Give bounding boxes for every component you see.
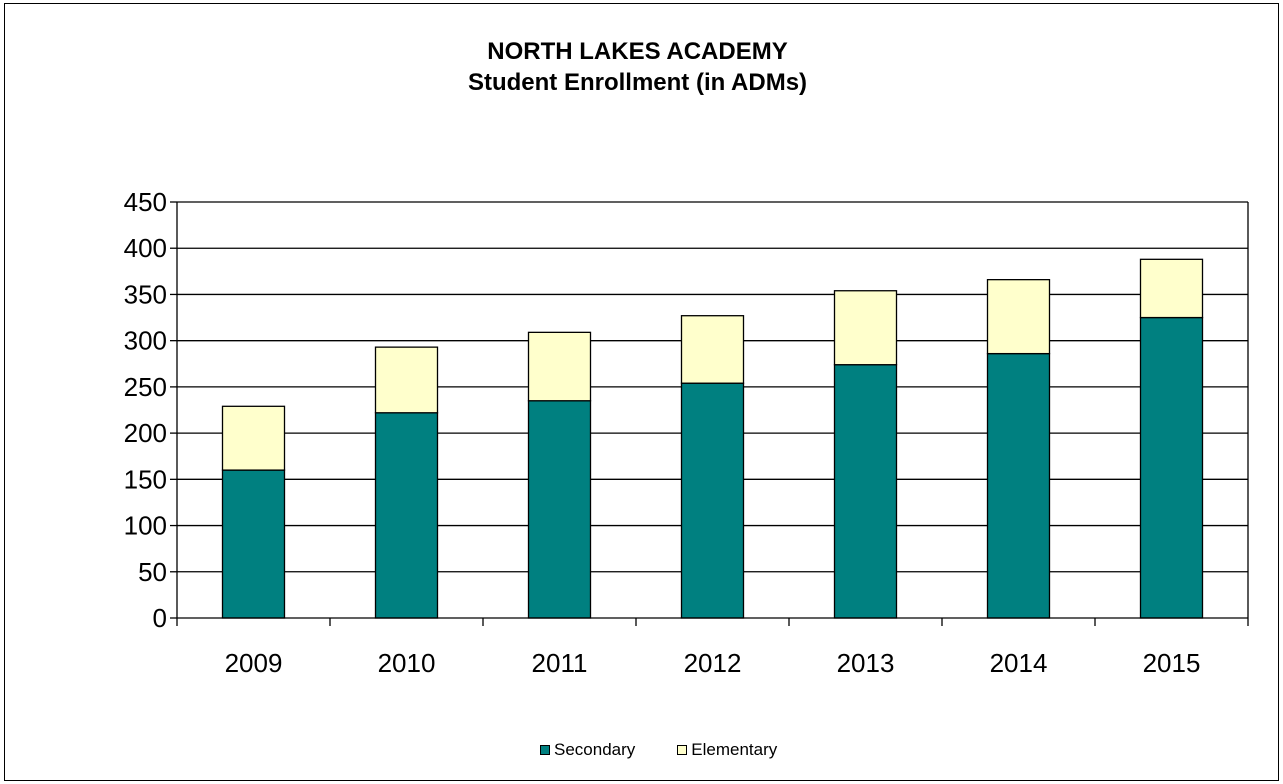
bar-elementary-2012 <box>680 315 745 384</box>
y-tick-label-50: 50 <box>138 557 167 587</box>
x-tick-label-2011: 2011 <box>532 648 588 678</box>
y-tick-label-0: 0 <box>153 603 167 633</box>
y-tick-label-400: 400 <box>124 233 167 263</box>
y-tick-label-250: 250 <box>124 372 167 402</box>
y-tick-label-450: 450 <box>124 187 167 217</box>
legend-swatch-secondary <box>540 745 550 755</box>
legend-label-secondary: Secondary <box>554 740 636 759</box>
y-tick-label-350: 350 <box>124 279 167 309</box>
x-tick-label-2013: 2013 <box>837 648 895 678</box>
legend-item-secondary: Secondary <box>540 740 635 760</box>
bar-secondary-2014 <box>986 352 1051 619</box>
bar-secondary-2015 <box>1139 316 1204 619</box>
x-tick-label-2010: 2010 <box>378 648 436 678</box>
chart-title-line-2: Student Enrollment (in ADMs) <box>467 69 808 96</box>
y-tick-label-150: 150 <box>124 464 167 494</box>
legend-item-elementary: Elementary <box>677 740 777 760</box>
x-tick-label-2012: 2012 <box>684 648 742 678</box>
bar-secondary-2011 <box>527 400 592 619</box>
bar-secondary-2009 <box>221 469 286 619</box>
legend-swatch-elementary <box>677 745 688 755</box>
chart-title: NORTH LAKES ACADEMY Student Enrollment (… <box>0 36 1275 98</box>
chart-frame <box>4 3 1279 781</box>
bar-elementary-2011 <box>527 331 592 402</box>
bar-elementary-2013 <box>833 290 898 366</box>
y-tick-label-200: 200 <box>124 418 167 448</box>
legend: Secondary Elementary <box>540 738 819 762</box>
bar-secondary-2010 <box>374 412 439 619</box>
chart-title-line-1: NORTH LAKES ACADEMY <box>487 38 788 65</box>
bar-elementary-2015 <box>1139 258 1204 319</box>
x-tick-label-2015: 2015 <box>1143 648 1201 678</box>
y-tick-label-300: 300 <box>124 326 167 356</box>
x-tick-label-2009: 2009 <box>225 648 283 678</box>
bar-secondary-2012 <box>680 382 745 619</box>
x-tick-label-2014: 2014 <box>990 648 1048 678</box>
bar-elementary-2010 <box>374 346 439 414</box>
bar-secondary-2013 <box>833 364 898 619</box>
bar-elementary-2009 <box>221 405 286 471</box>
bar-elementary-2014 <box>986 279 1051 355</box>
legend-label-elementary: Elementary <box>691 740 778 759</box>
y-tick-label-100: 100 <box>124 511 167 541</box>
